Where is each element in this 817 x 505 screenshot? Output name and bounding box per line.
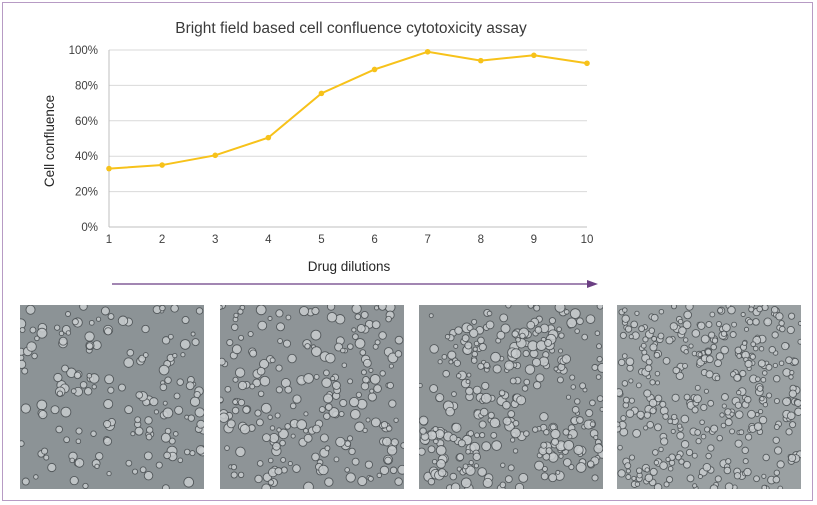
data-point [106,165,112,172]
series-line [106,48,590,172]
y-tick-label: 0% [81,222,98,234]
series-polyline [108,50,588,170]
x-tick-label: 4 [265,234,272,246]
x-tick-label: 2 [159,234,165,246]
x-tick-label: 7 [424,234,430,246]
x-tick-label: 9 [531,234,537,246]
gridlines [108,49,587,228]
x-tick-label: 10 [581,234,594,246]
confluence-line-chart: Bright field based cell confluence cytot… [42,20,598,288]
x-tick-label: 8 [478,234,484,246]
x-tick-label: 3 [212,234,218,246]
data-point [424,48,431,55]
x-tick-label: 5 [318,234,324,246]
data-point [212,152,219,159]
x-tick-label: 6 [371,234,377,246]
data-point [531,52,537,59]
x-axis-ticks: 1 2 3 4 5 6 7 8 9 10 [106,234,594,246]
micrograph-sparse-cells [20,305,204,489]
data-point [371,66,378,73]
micrograph-clustered-cells [419,305,603,489]
y-tick-label: 100% [69,45,98,57]
arrow-head [587,280,598,288]
data-point [159,162,165,168]
x-tick-label: 1 [106,234,112,246]
y-axis-ticks: 0% 20% 40% 60% 80% 100% [69,45,98,234]
micrograph-panel-4 [617,305,801,489]
dilution-arrow-icon [112,280,598,288]
data-point [265,134,272,141]
data-point [477,57,484,64]
y-tick-label: 60% [75,116,98,128]
micrograph-panel-2 [220,305,404,489]
micrograph-medium-cells [220,305,404,489]
y-axis-title: Cell confluence [42,95,57,187]
micrograph-confluent-cells [617,305,801,489]
y-tick-label: 20% [75,187,98,199]
chart-title: Bright field based cell confluence cytot… [175,20,527,37]
data-point [318,90,325,97]
y-tick-label: 40% [75,151,98,163]
data-point [584,60,590,67]
micrograph-panel-3 [419,305,603,489]
x-axis-title: Drug dilutions [308,259,391,274]
y-tick-label: 80% [75,80,98,92]
micrograph-panel-1 [20,305,204,489]
